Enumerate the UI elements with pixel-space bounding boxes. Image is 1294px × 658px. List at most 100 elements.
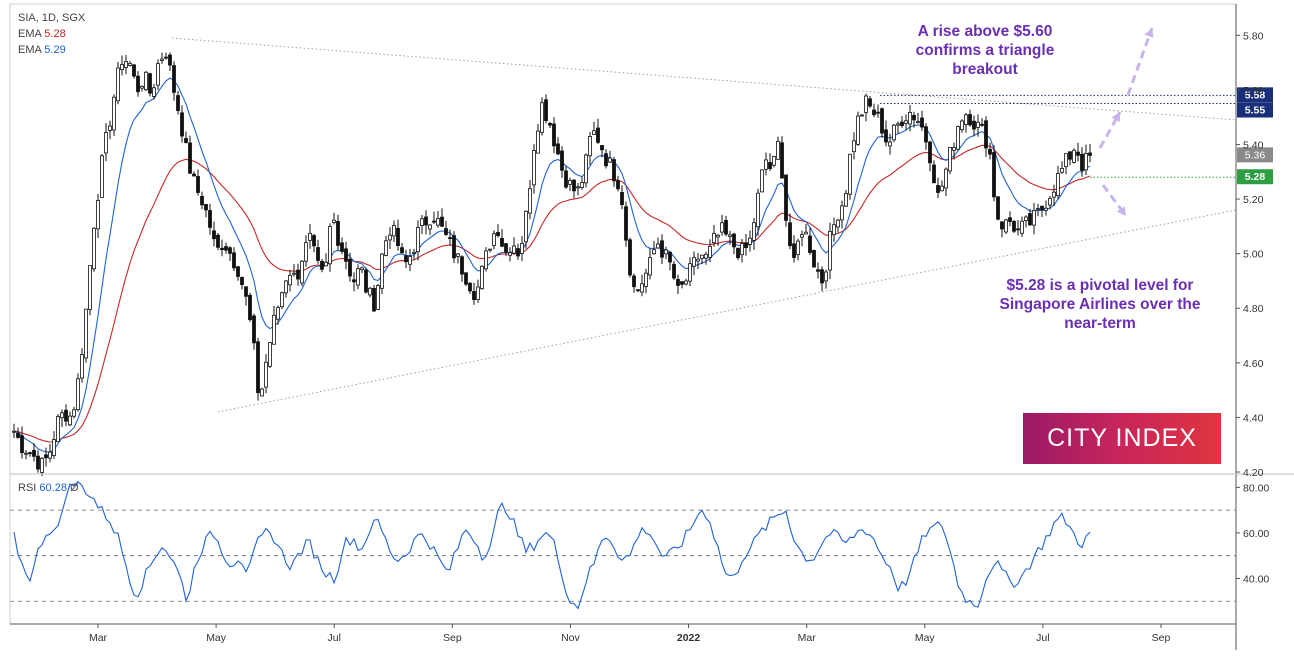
ema-slow-value: 5.28 — [44, 28, 66, 40]
candle-body — [816, 269, 820, 272]
candle-body — [516, 248, 520, 257]
candle-body — [624, 206, 628, 241]
candle-body — [272, 314, 276, 345]
candle-body — [884, 129, 888, 143]
candle-body — [212, 230, 216, 240]
annotation-line: breakout — [952, 61, 1018, 78]
y-tick-label: 4.80 — [1243, 303, 1264, 315]
candle-body — [1004, 219, 1008, 233]
candle-body — [136, 75, 140, 93]
candle-body — [428, 224, 432, 230]
candle-body — [748, 237, 752, 245]
candle-body — [396, 227, 400, 247]
candle-body — [588, 136, 592, 157]
candle-body — [432, 220, 436, 223]
ema-slow-legend: EMA 5.28 — [18, 26, 85, 42]
candle-body — [256, 341, 260, 394]
candle-body — [724, 220, 728, 235]
candle-body — [628, 239, 632, 276]
candle-body — [988, 148, 992, 155]
candle-body — [732, 233, 736, 248]
ema-fast-label: EMA — [18, 44, 42, 56]
candle-body — [364, 269, 368, 293]
candle-body — [572, 179, 576, 192]
candle-body — [728, 234, 732, 237]
candle-body — [776, 141, 780, 160]
chart-legend: SIA, 1D, SGX EMA 5.28 EMA 5.29 — [18, 10, 85, 58]
candle-body — [908, 112, 912, 125]
projection-arrows — [1098, 27, 1154, 217]
candle-body — [200, 195, 204, 206]
rsi-panel — [10, 480, 1236, 610]
candle-body — [936, 185, 940, 193]
candle-body — [144, 71, 148, 91]
candle-body — [1052, 191, 1056, 198]
candle-body — [692, 257, 696, 267]
candle-body — [420, 218, 424, 227]
candle-body — [856, 115, 860, 145]
annotation-pivot: $5.28 is a pivotal level for Singapore A… — [975, 276, 1225, 333]
candle-body — [468, 282, 472, 292]
candle-body — [668, 251, 672, 263]
candle-body — [140, 85, 144, 89]
arrow-up-long — [1126, 27, 1154, 96]
candle-body — [172, 65, 176, 93]
candle-body — [500, 238, 504, 247]
candle-body — [820, 269, 824, 284]
candle-body — [208, 210, 212, 228]
candle-body — [56, 416, 60, 443]
candle-body — [320, 260, 324, 270]
last-price-label: 5.36 — [1245, 149, 1266, 161]
level-tag-label: 5.28 — [1245, 171, 1266, 183]
candle-body — [828, 230, 832, 271]
candle-body — [860, 114, 864, 117]
candle-body — [84, 308, 88, 359]
candle-body — [744, 242, 748, 249]
candle-body — [204, 204, 208, 211]
candle-body — [1072, 149, 1076, 163]
candle-body — [484, 250, 488, 270]
annotation-line: A rise above $5.60 — [917, 23, 1053, 40]
candle-body — [12, 430, 16, 433]
candle-body — [812, 250, 816, 268]
candle-body — [416, 227, 420, 253]
candle-body — [244, 286, 248, 297]
rsi-line — [13, 480, 1091, 610]
candle-body — [192, 173, 196, 177]
candle-body — [328, 226, 332, 265]
symbol-line: SIA, 1D, SGX — [18, 12, 86, 24]
candle-body — [904, 120, 908, 124]
candle-body — [1088, 152, 1092, 156]
candle-body — [584, 154, 588, 184]
level-tag — [1237, 87, 1273, 103]
candle-body — [796, 240, 800, 256]
x-tick-label: May — [915, 632, 936, 644]
candle-body — [308, 232, 312, 241]
candle-body — [616, 180, 620, 190]
candle-body — [440, 216, 444, 227]
candle-body — [1084, 153, 1088, 171]
candle-body — [596, 127, 600, 143]
y-tick-label: 4.40 — [1243, 412, 1264, 424]
x-tick-label: Mar — [798, 632, 817, 644]
candle-body — [264, 361, 268, 388]
ema-fast-legend: EMA 5.29 — [18, 42, 85, 58]
candle-body — [96, 200, 100, 230]
candle-body — [604, 153, 608, 167]
candle-body — [176, 95, 180, 111]
candle-body — [384, 240, 388, 256]
candle-body — [448, 237, 452, 240]
candle-body — [292, 272, 296, 275]
candle-body — [80, 354, 84, 379]
candle-body — [872, 109, 876, 116]
candle-body — [1056, 172, 1060, 197]
candle-body — [196, 176, 200, 193]
candle-body — [488, 248, 492, 251]
candle-body — [388, 234, 392, 241]
candle-body — [164, 56, 168, 59]
candle-body — [288, 274, 292, 286]
annotation-line: confirms a triangle — [915, 42, 1055, 59]
candle-body — [720, 222, 724, 233]
candle-body — [32, 449, 36, 457]
